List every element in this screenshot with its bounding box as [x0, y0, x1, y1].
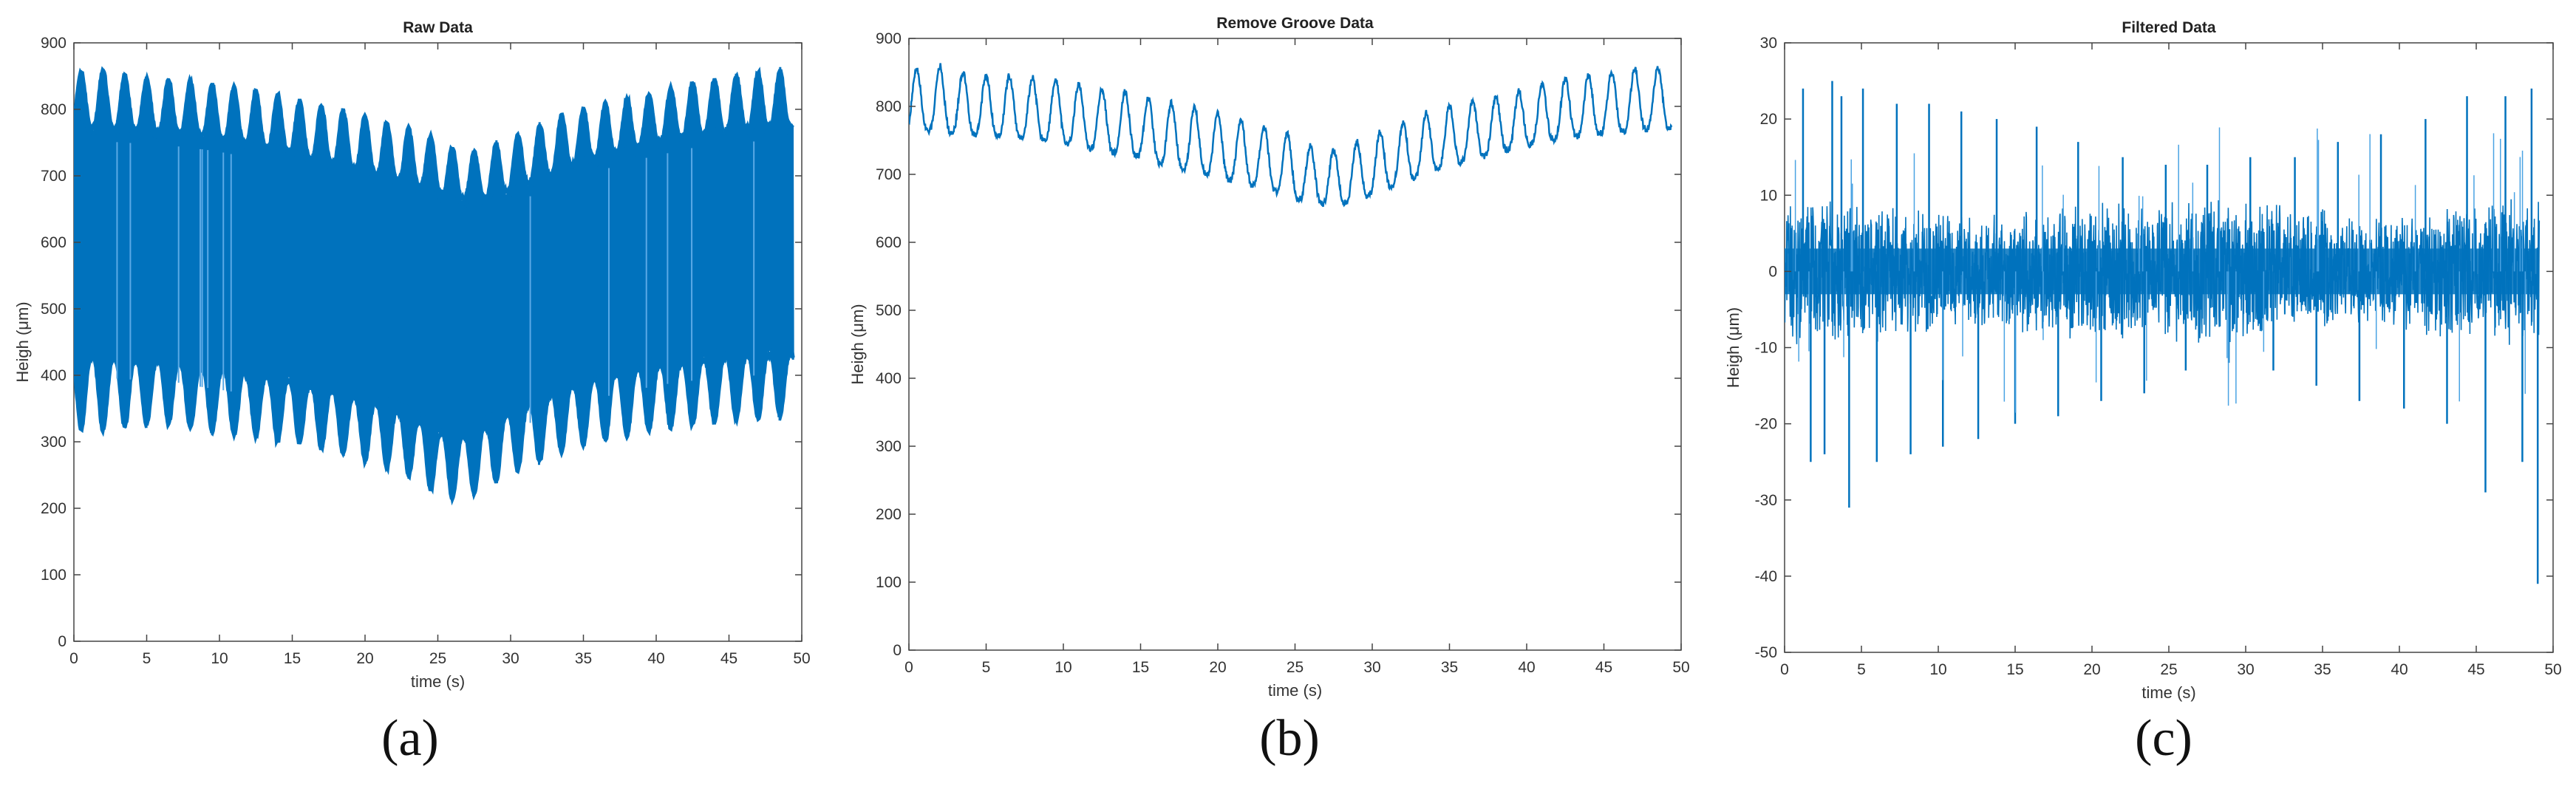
y-tick-label: -20 [1755, 416, 1777, 433]
y-tick-label: -40 [1755, 568, 1777, 585]
x-tick-label: 15 [2006, 661, 2023, 678]
x-tick-label: 5 [143, 650, 151, 667]
y-tick-label: 100 [41, 567, 67, 584]
y-tick-label: 20 [1760, 111, 1777, 128]
data-series-group [909, 63, 1673, 208]
data-series-group [1785, 81, 2541, 584]
y-tick-label: 500 [41, 301, 67, 318]
y-tick-label: 600 [41, 234, 67, 251]
y-tick-label: 900 [876, 30, 902, 47]
y-tick-label: 30 [1760, 35, 1777, 52]
x-tick-label: 45 [2467, 661, 2484, 678]
panel-label-b: (b) [1259, 710, 1320, 767]
y-tick-label: -50 [1755, 644, 1777, 661]
remove-groove-line [909, 63, 1673, 208]
x-tick-label: 40 [1518, 659, 1535, 676]
x-tick-label: 20 [1209, 659, 1226, 676]
y-tick-label: 200 [876, 506, 902, 523]
x-axis-label: time (s) [411, 672, 465, 691]
x-tick-label: 0 [1780, 661, 1789, 678]
x-axis-label: time (s) [2141, 683, 2195, 702]
x-tick-label: 0 [904, 659, 913, 676]
x-tick-label: 30 [1363, 659, 1380, 676]
chart-title: Raw Data [403, 19, 473, 36]
y-tick-label: 200 [41, 500, 67, 517]
y-tick-label: 0 [58, 633, 67, 650]
x-tick-label: 35 [2314, 661, 2331, 678]
x-tick-label: 25 [429, 650, 446, 667]
y-tick-label: 300 [41, 434, 67, 451]
x-axis-label: time (s) [1268, 681, 1322, 700]
x-tick-label: 50 [2544, 661, 2561, 678]
y-tick-label: 10 [1760, 187, 1777, 204]
data-series-group [74, 66, 795, 506]
raw-signal-fill [74, 119, 794, 428]
x-tick-label: 45 [720, 650, 737, 667]
panel-label-a: (a) [381, 710, 439, 767]
x-tick-label: 30 [502, 650, 519, 667]
raw-upper-envelope [74, 66, 794, 206]
x-tick-label: 50 [793, 650, 810, 667]
x-tick-label: 0 [69, 650, 78, 667]
x-tick-label: 20 [356, 650, 373, 667]
y-tick-label: 700 [41, 168, 67, 185]
y-tick-label: 0 [893, 642, 902, 659]
panel-b: Remove Groove Data 0 5 10 15 20 25 30 35 40 45 50 0 1… [835, 0, 1700, 806]
y-tick-label: 600 [876, 234, 902, 251]
y-tick-label: 900 [41, 35, 67, 52]
x-tick-label: 25 [1287, 659, 1304, 676]
x-tick-label: 5 [982, 659, 991, 676]
x-tick-label: 20 [2083, 661, 2100, 678]
filtered-data-chart: Filtered Data 0 5 10 15 20 25 30 35 40 45 50 -50 -40 -… [1724, 19, 2562, 702]
x-tick-label: 10 [1054, 659, 1071, 676]
x-tick-label: 45 [1595, 659, 1612, 676]
x-tick-label: 15 [284, 650, 301, 667]
y-axis-label: Heigh (μm) [1724, 307, 1742, 388]
x-tick-label: 35 [1441, 659, 1458, 676]
x-tick-label: 30 [2237, 661, 2254, 678]
y-tick-label: -10 [1755, 340, 1777, 357]
y-tick-label: 100 [876, 574, 902, 591]
y-tick-label: 400 [41, 367, 67, 384]
panel-c: Filtered Data 0 5 10 15 20 25 30 35 40 45 50 -50 -40 -… [1700, 0, 2576, 806]
plot-area-frame [1784, 42, 2554, 653]
y-tick-label: 400 [876, 370, 902, 387]
y-tick-label: -30 [1755, 492, 1777, 509]
y-tick-label: 300 [876, 438, 902, 455]
x-tick-label: 15 [1132, 659, 1149, 676]
x-tick-label: 40 [2391, 661, 2408, 678]
y-axis-label: Heigh (μm) [13, 301, 32, 382]
y-tick-label: 800 [41, 101, 67, 118]
y-tick-label: 500 [876, 302, 902, 319]
x-tick-label: 25 [2160, 661, 2177, 678]
panel-label-c: (c) [2135, 710, 2192, 767]
x-tick-label: 10 [211, 650, 228, 667]
chart-title: Remove Groove Data [1216, 15, 1374, 32]
x-tick-label: 40 [647, 650, 664, 667]
chart-title: Filtered Data [2122, 19, 2216, 36]
panel-a: Raw Data 0 5 10 15 20 25 30 35 40 45 50 0 100 200 300 40… [0, 0, 835, 806]
y-axis-label: Heigh (μm) [848, 304, 867, 384]
y-tick-label: 0 [1768, 263, 1777, 280]
x-tick-label: 5 [1857, 661, 1866, 678]
x-tick-label: 35 [575, 650, 592, 667]
x-tick-label: 10 [1929, 661, 1946, 678]
y-tick-label: 800 [876, 98, 902, 115]
x-tick-label: 50 [1672, 659, 1689, 676]
y-tick-label: 700 [876, 166, 902, 183]
raw-lower-envelope [74, 347, 795, 506]
